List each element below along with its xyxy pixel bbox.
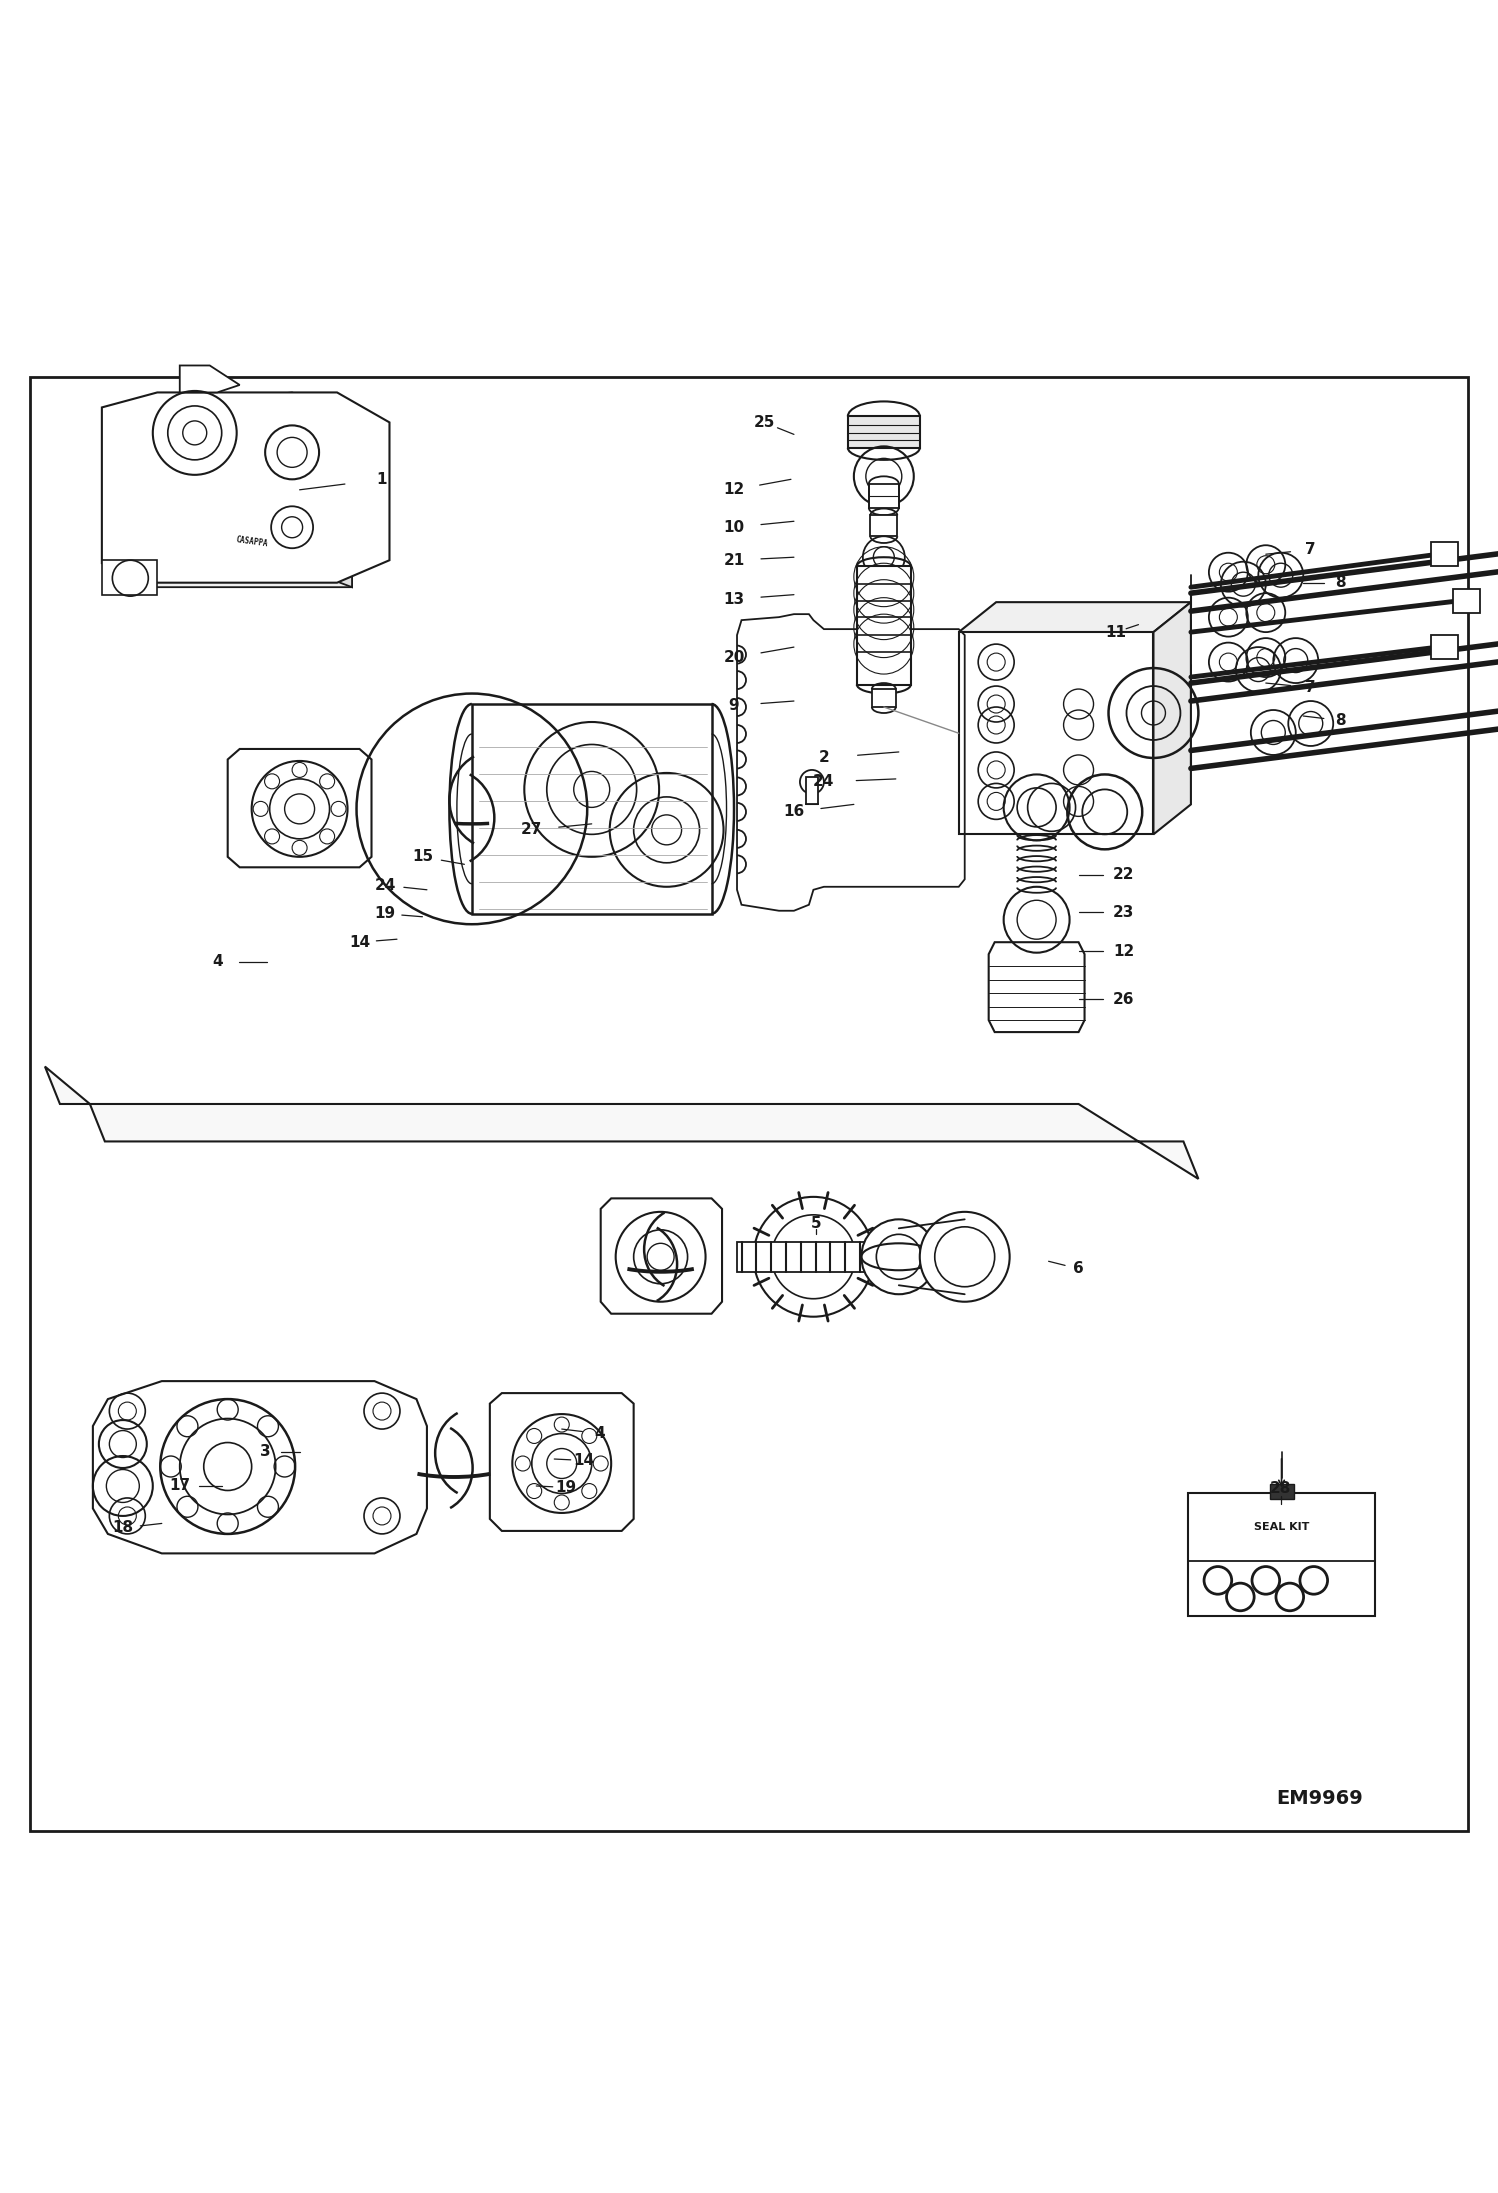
- Text: SEAL KIT: SEAL KIT: [1254, 1522, 1309, 1533]
- Polygon shape: [45, 1066, 1198, 1180]
- Text: EM9969: EM9969: [1276, 1789, 1363, 1807]
- Polygon shape: [989, 943, 1085, 1033]
- Text: 16: 16: [783, 805, 804, 820]
- Bar: [872, 689, 896, 706]
- Bar: [870, 515, 897, 537]
- Text: 5: 5: [810, 1217, 822, 1230]
- Text: 19: 19: [374, 906, 395, 921]
- Polygon shape: [601, 1197, 722, 1314]
- Text: 9: 9: [728, 697, 740, 713]
- Text: 12: 12: [724, 482, 745, 498]
- Text: 8: 8: [1335, 575, 1347, 590]
- Text: 20: 20: [724, 649, 745, 664]
- Text: 25: 25: [753, 414, 774, 430]
- Circle shape: [861, 1219, 936, 1294]
- Text: 14: 14: [349, 934, 370, 950]
- Circle shape: [753, 1197, 873, 1316]
- Text: 26: 26: [1113, 991, 1134, 1007]
- Polygon shape: [228, 750, 372, 866]
- Text: 1: 1: [376, 471, 388, 487]
- Bar: [472, 704, 712, 914]
- Text: 24: 24: [374, 877, 395, 893]
- Polygon shape: [292, 423, 352, 588]
- Polygon shape: [93, 1382, 427, 1553]
- Text: 22: 22: [1113, 866, 1134, 882]
- Bar: [869, 485, 899, 509]
- Text: 2: 2: [818, 750, 830, 765]
- Circle shape: [920, 1213, 1010, 1303]
- Polygon shape: [150, 423, 352, 588]
- Text: 3: 3: [259, 1443, 271, 1458]
- Polygon shape: [180, 366, 240, 393]
- Text: 14: 14: [574, 1454, 595, 1467]
- Circle shape: [800, 770, 824, 794]
- Polygon shape: [1153, 603, 1191, 833]
- Text: 13: 13: [724, 592, 745, 607]
- Bar: [737, 1241, 879, 1272]
- Text: 27: 27: [521, 822, 542, 838]
- Polygon shape: [490, 1393, 634, 1531]
- Text: 7: 7: [1305, 680, 1317, 695]
- Text: 17: 17: [169, 1478, 190, 1493]
- Text: 10: 10: [724, 520, 745, 535]
- Text: 4: 4: [593, 1425, 605, 1441]
- Bar: [806, 779, 818, 805]
- Text: 18: 18: [112, 1520, 133, 1535]
- Polygon shape: [102, 559, 157, 594]
- Text: 11: 11: [1106, 625, 1126, 640]
- Polygon shape: [959, 603, 1191, 632]
- Polygon shape: [959, 632, 1153, 833]
- Text: 15: 15: [412, 849, 433, 864]
- Polygon shape: [150, 393, 352, 445]
- Text: 24: 24: [813, 774, 834, 789]
- Text: 6: 6: [1073, 1261, 1085, 1276]
- Bar: [1453, 588, 1480, 612]
- Bar: [1270, 1485, 1294, 1500]
- Bar: [857, 566, 911, 684]
- Bar: [848, 417, 920, 447]
- Text: 8: 8: [1335, 713, 1347, 728]
- Bar: [1431, 542, 1458, 566]
- Bar: [1188, 1493, 1375, 1616]
- Text: 28: 28: [1270, 1482, 1291, 1496]
- Text: 4: 4: [211, 954, 223, 969]
- Text: 7: 7: [1305, 542, 1317, 557]
- Text: CASAPPA: CASAPPA: [235, 535, 268, 548]
- Text: 21: 21: [724, 553, 745, 568]
- Text: 19: 19: [556, 1480, 577, 1496]
- Text: 23: 23: [1113, 906, 1134, 919]
- Bar: [1431, 636, 1458, 660]
- Polygon shape: [102, 393, 389, 583]
- Text: 12: 12: [1113, 943, 1134, 958]
